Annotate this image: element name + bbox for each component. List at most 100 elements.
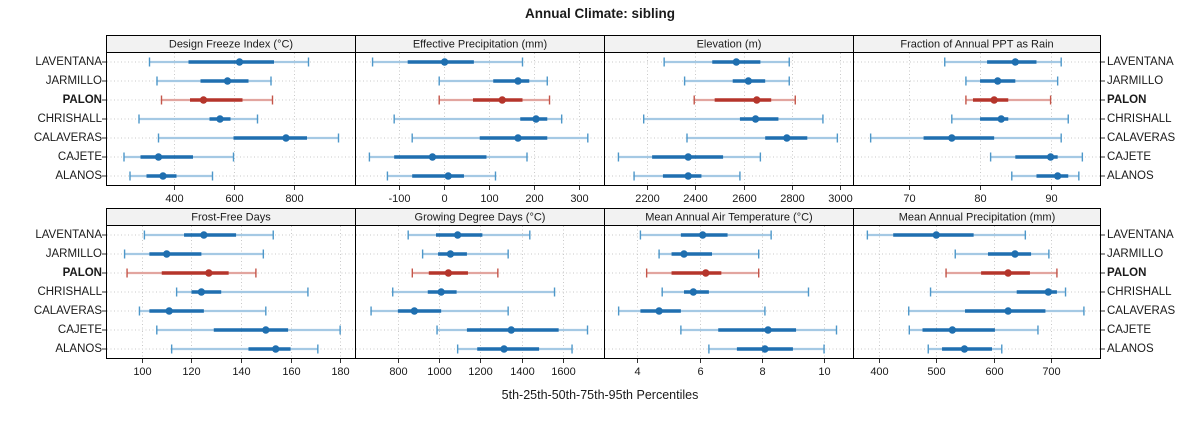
site-label-right-cajete: CAJETE	[1107, 150, 1152, 163]
median-dot	[514, 77, 522, 85]
median-dot	[199, 96, 208, 104]
site-label-left-palon: PALON	[62, 266, 102, 279]
x-tick-label: 90	[1045, 193, 1057, 205]
chart-title: Annual Climate: sibling	[524, 6, 675, 21]
median-dot	[159, 172, 167, 180]
median-dot	[453, 231, 462, 239]
median-dot	[163, 250, 171, 258]
x-tick-label: 1600	[551, 366, 575, 378]
site-label-right-chrishall: CHRISHALL	[1107, 112, 1172, 125]
median-dot	[514, 134, 522, 142]
strip-title: Mean Annual Air Temperature (°C)	[645, 212, 812, 224]
x-tick-label: 180	[331, 366, 349, 378]
x-tick-label: 2400	[683, 193, 707, 205]
median-dot	[698, 231, 707, 239]
site-label-right-laventana: LAVENTANA	[1107, 55, 1174, 68]
x-tick-label: 160	[282, 366, 300, 378]
strip-title: Design Freeze Index (°C)	[169, 39, 293, 51]
median-dot	[197, 288, 206, 296]
x-tick-label: 300	[570, 193, 588, 205]
median-dot	[997, 115, 1005, 123]
x-tick-label: 2600	[732, 193, 756, 205]
site-label-left-jarmillo: JARMILLO	[45, 247, 102, 260]
median-dot	[410, 307, 419, 315]
panel-elevation-m: Elevation (m) 2200 2400 2600 2800 3000	[604, 35, 854, 205]
panel-growing-degree-days-c: Growing Degree Days (°C) 800 1000 1200 1400 1…	[355, 208, 605, 378]
site-label-left-calaveras: CALAVERAS	[33, 131, 102, 144]
site-label-right-chrishall: CHRISHALL	[1107, 285, 1172, 298]
x-tick-label: 1200	[468, 366, 492, 378]
strip-title: Growing Degree Days (°C)	[415, 212, 546, 224]
median-dot	[1046, 153, 1055, 161]
x-tick-label: 80	[974, 193, 986, 205]
median-dot	[990, 96, 998, 104]
strip-title: Effective Precipitation (mm)	[413, 39, 547, 51]
median-dot	[751, 115, 760, 123]
site-label-left-chrishall: CHRISHALL	[37, 112, 102, 125]
x-tick-label: 800	[285, 193, 303, 205]
site-label-right-laventana: LAVENTANA	[1107, 228, 1174, 241]
x-tick-label: 120	[182, 366, 200, 378]
site-label-left-laventana: LAVENTANA	[35, 228, 102, 241]
median-dot	[216, 115, 224, 123]
site-label-left-chrishall: CHRISHALL	[37, 285, 102, 298]
median-dot	[507, 326, 515, 334]
x-tick-label: -100	[388, 193, 410, 205]
median-dot	[272, 345, 280, 353]
strip-title: Mean Annual Precipitation (mm)	[899, 212, 1056, 224]
median-dot	[1011, 250, 1019, 258]
x-tick-label: 1000	[427, 366, 451, 378]
median-dot	[532, 115, 540, 123]
site-label-right-calaveras: CALAVERAS	[1107, 304, 1176, 317]
x-tick-label: 700	[1042, 366, 1060, 378]
x-tick-label: 600	[225, 193, 243, 205]
site-label-right-jarmillo: JARMILLO	[1107, 247, 1164, 260]
median-dot	[444, 269, 453, 277]
median-dot	[689, 288, 698, 296]
median-dot	[446, 250, 455, 258]
site-label-right-cajete: CAJETE	[1107, 323, 1152, 336]
x-tick-label: 400	[165, 193, 183, 205]
site-label-left-jarmillo: JARMILLO	[45, 74, 102, 87]
panel-mean-annual-precipitation-mm: Mean Annual Precipitation (mm) 400 500 600 7…	[853, 208, 1105, 378]
site-label-right-palon: PALON	[1107, 93, 1147, 106]
x-tick-label: 500	[927, 366, 945, 378]
x-tick-label: 100	[480, 193, 498, 205]
median-dot	[1011, 58, 1020, 66]
median-dot	[680, 250, 688, 258]
median-dot	[684, 172, 692, 180]
site-label-right-jarmillo: JARMILLO	[1107, 74, 1164, 87]
x-tick-label: 600	[985, 366, 1003, 378]
median-dot	[1004, 269, 1012, 277]
median-dot	[500, 345, 508, 353]
site-label-right-alanos: ALANOS	[1107, 342, 1154, 355]
median-dot	[154, 153, 163, 161]
median-dot	[948, 326, 957, 334]
panel-frost-free-days: Frost-Free Days 100 120 140 160 180	[102, 208, 356, 378]
x-tick-label: 2800	[780, 193, 804, 205]
x-tick-label: 2200	[635, 193, 659, 205]
median-dot	[783, 134, 791, 142]
median-dot	[655, 307, 663, 315]
site-label-left-laventana: LAVENTANA	[35, 55, 102, 68]
site-label-right-calaveras: CALAVERAS	[1107, 131, 1176, 144]
median-dot	[437, 288, 445, 296]
x-tick-label: 3000	[828, 193, 852, 205]
x-tick-label: 0	[441, 193, 447, 205]
median-dot	[1004, 307, 1012, 315]
median-dot	[761, 345, 769, 353]
site-label-right-palon: PALON	[1107, 266, 1147, 279]
median-dot	[684, 153, 692, 161]
site-label-left-alanos: ALANOS	[55, 169, 102, 182]
median-dot	[165, 307, 173, 315]
site-label-left-palon: PALON	[62, 93, 102, 106]
median-dot	[223, 77, 232, 85]
median-dot	[993, 77, 1002, 85]
median-dot	[428, 153, 437, 161]
median-dot	[744, 77, 753, 85]
panel-mean-annual-air-temperature-c: Mean Annual Air Temperature (°C) 4 6 8 10	[604, 208, 854, 378]
site-label-left-calaveras: CALAVERAS	[33, 304, 102, 317]
panel-fraction-of-annual-ppt-as-rain: Fraction of Annual PPT as Rain 70 80 90	[853, 35, 1105, 205]
panel-effective-precipitation-mm: Effective Precipitation (mm) -100 0 100 200 3…	[355, 35, 605, 205]
